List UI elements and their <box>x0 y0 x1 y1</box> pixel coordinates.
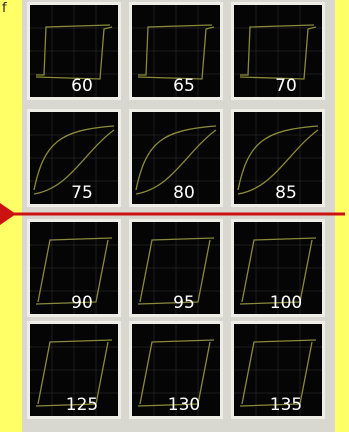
panel-label: 85 <box>275 183 297 203</box>
panel-label: 100 <box>270 293 302 313</box>
panel-label: 65 <box>173 76 195 96</box>
panel-label: 60 <box>71 76 93 96</box>
corner-label: f <box>2 1 7 16</box>
panel-label: 75 <box>71 183 93 203</box>
panel-label: 80 <box>173 183 195 203</box>
panel-label: 135 <box>270 395 302 415</box>
figure: f 60 65 70 75 80 85 90 95 100 125 130 135 <box>0 0 349 432</box>
panel-label: 95 <box>173 293 195 313</box>
panel-label: 130 <box>168 395 200 415</box>
page: f 6065707580859095100125130135 (() => { … <box>0 0 349 432</box>
panel-label: 90 <box>71 293 93 313</box>
panel-label: 125 <box>66 395 98 415</box>
panel-label: 70 <box>275 76 297 96</box>
